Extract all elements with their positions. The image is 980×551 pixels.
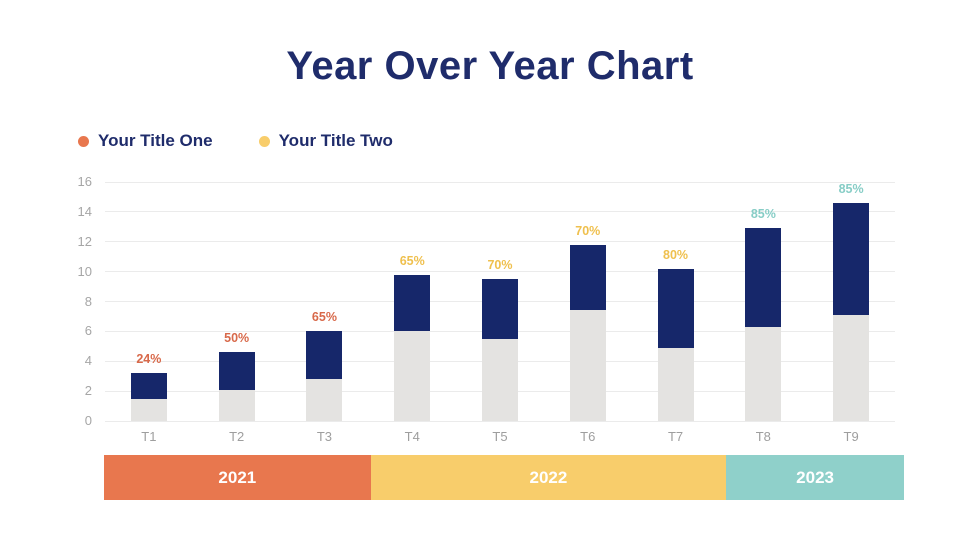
gridline-y10 xyxy=(105,271,895,273)
bar-label-T7: 80% xyxy=(663,247,689,262)
y-tick-6: 6 xyxy=(84,323,92,339)
bar-label-T1: 24% xyxy=(136,352,162,367)
x-tick-T9: T9 xyxy=(843,429,859,444)
gridline-y12 xyxy=(105,241,895,243)
x-tick-T7: T7 xyxy=(667,429,684,444)
bar-T3-segment-top xyxy=(306,331,343,380)
y-tick-8: 8 xyxy=(84,293,92,309)
bar-label-T3: 65% xyxy=(311,310,337,325)
bar-T4-segment-base xyxy=(394,331,431,421)
x-axis-labels: T1 T2 T3 T4 T5 T6 T7 T8 T9 xyxy=(105,429,895,447)
bar-T2-segment-base xyxy=(218,389,255,421)
gridline-y14 xyxy=(105,211,895,213)
y-tick-12: 12 xyxy=(77,233,92,249)
bar-label-T6: 70% xyxy=(575,223,601,238)
y-axis-labels: 0 2 4 6 8 10 12 14 16 xyxy=(40,174,92,428)
y-tick-14: 14 xyxy=(77,203,92,219)
x-tick-T2: T2 xyxy=(229,429,245,444)
y-tick-0: 0 xyxy=(84,413,92,428)
chart-legend: Your Title One Your Title Two xyxy=(78,131,393,151)
legend-dot-icon xyxy=(258,135,270,147)
y-tick-10: 10 xyxy=(77,263,92,279)
bar-T9-segment-top xyxy=(833,202,870,315)
bar-T5-segment-base xyxy=(482,338,518,421)
y-tick-16: 16 xyxy=(77,174,92,189)
chart-plot-area: 24% 50% 65% 65% 70% 70% 80% 85% 85% xyxy=(105,181,895,422)
bar-T8-segment-top xyxy=(745,228,782,327)
y-tick-2: 2 xyxy=(84,383,92,399)
year-band-2023: 2023 xyxy=(726,455,904,500)
year-band-2021: 2021 xyxy=(104,455,371,500)
bar-T2-segment-top xyxy=(218,352,255,390)
x-tick-T6: T6 xyxy=(580,429,596,444)
bar-T6-segment-base xyxy=(569,310,606,421)
x-tick-T8: T8 xyxy=(755,429,771,444)
legend-label: Your Title Two xyxy=(278,131,393,150)
bar-label-T9: 85% xyxy=(838,181,864,196)
year-band-label: 2022 xyxy=(529,467,568,487)
x-tick-T1: T1 xyxy=(141,429,157,444)
bar-T4-segment-top xyxy=(394,274,431,332)
year-band-label: 2023 xyxy=(796,467,834,487)
gridline-y16 xyxy=(105,181,895,183)
bar-T7-segment-top xyxy=(657,268,694,348)
legend-item-1: Your Title One xyxy=(78,131,213,151)
bar-label-T8: 85% xyxy=(750,207,776,222)
page-title: Year Over Year Chart xyxy=(286,44,694,88)
bar-T1-segment-top xyxy=(130,373,167,399)
y-tick-4: 4 xyxy=(84,353,92,369)
year-bands: 2021 2022 2023 xyxy=(104,455,904,500)
x-tick-T5: T5 xyxy=(492,429,508,444)
bar-label-T2: 50% xyxy=(224,331,250,346)
x-tick-T3: T3 xyxy=(316,429,333,444)
legend-item-2: Your Title Two xyxy=(258,131,393,151)
bar-T9-segment-base xyxy=(833,314,870,421)
bar-T6-segment-top xyxy=(569,244,606,311)
legend-dot-icon xyxy=(78,135,89,147)
bar-T3-segment-base xyxy=(306,379,343,421)
bar-T7-segment-base xyxy=(657,347,694,421)
year-band-2022: 2022 xyxy=(370,455,727,500)
bar-label-T4: 65% xyxy=(399,253,425,268)
x-tick-T4: T4 xyxy=(404,429,420,444)
year-band-label: 2021 xyxy=(218,467,257,487)
bar-label-T5: 70% xyxy=(487,258,513,273)
gridline-y0 xyxy=(105,420,895,422)
bar-T5-segment-top xyxy=(482,279,518,339)
bar-T8-segment-base xyxy=(745,326,782,421)
bar-T1-segment-base xyxy=(130,398,167,421)
legend-label: Your Title One xyxy=(98,131,213,150)
